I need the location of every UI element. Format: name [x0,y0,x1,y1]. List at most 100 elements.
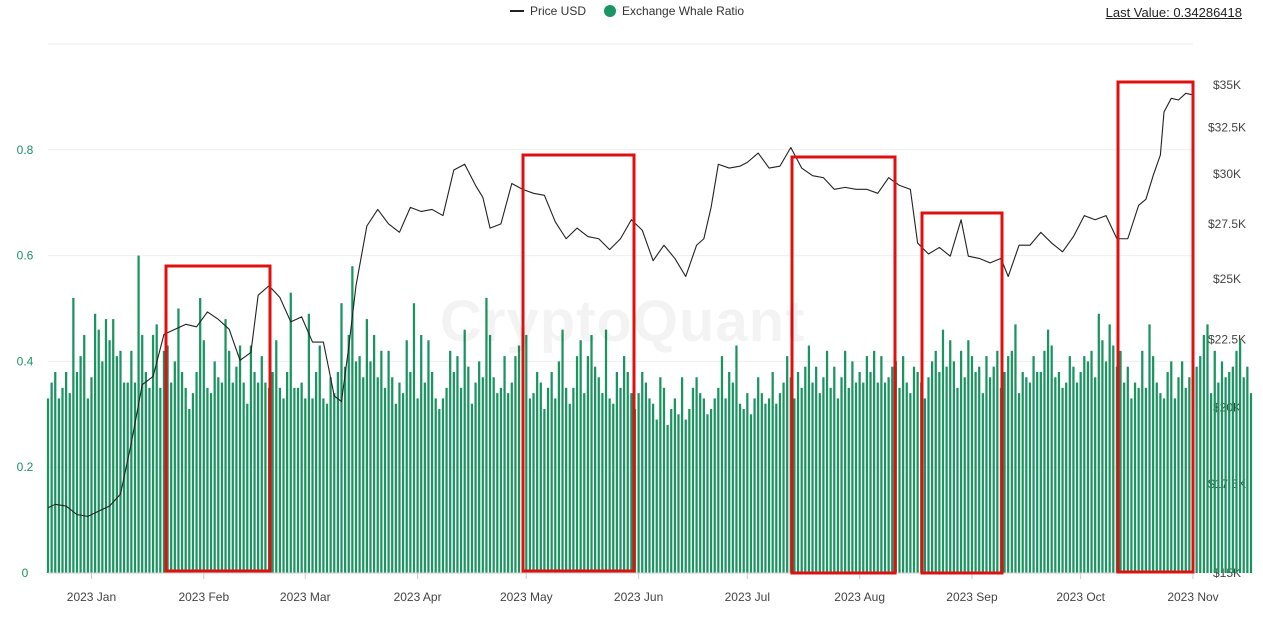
whale-ratio-bar [811,382,814,573]
right-axis-tick-label: $27.5K [1208,217,1246,231]
x-axis-tick-label: 2023 Aug [834,590,885,604]
whale-ratio-bar [503,356,506,573]
whale-ratio-bar [880,356,883,573]
whale-ratio-bar [398,382,401,573]
whale-ratio-bar [724,398,727,573]
whale-ratio-bar [854,382,858,573]
whale-ratio-bar [876,382,879,573]
legend-item-price[interactable]: Price USD [510,4,586,18]
whale-ratio-bar [93,313,97,573]
whale-ratio-bar [902,356,905,573]
whale-ratio-bar [162,350,166,573]
whale-ratio-bar [619,387,622,573]
whale-ratio-bar [858,371,861,573]
whale-ratio-bar [438,409,441,573]
whale-ratio-bar [394,403,397,573]
whale-ratio-bar [753,398,756,573]
whale-ratio-bar [1206,324,1209,573]
whale-ratio-bar [271,371,274,573]
whale-ratio-bar [322,398,325,573]
whale-ratio-bar [532,393,535,573]
whale-ratio-bar [275,340,278,573]
whale-ratio-bar [945,366,948,573]
whale-ratio-bar [1065,382,1068,573]
right-axis-tick-label: $32.5K [1208,121,1246,135]
whale-ratio-bar [1246,366,1249,573]
whale-ratio-bar [1166,371,1169,573]
x-axis-tick-label: 2023 Sep [946,590,998,604]
whale-ratio-bar [1181,361,1184,573]
whale-ratio-bar [760,393,763,573]
whale-ratio-bar [115,356,118,573]
whale-ratio-bar [372,334,376,573]
whale-ratio-bar [905,382,908,573]
whale-ratio-bar [927,377,930,573]
whale-ratio-bar [108,340,111,573]
whale-ratio-bar [949,340,952,573]
whale-ratio-bar [344,366,347,573]
whale-ratio-bar [1195,366,1198,573]
whale-ratio-bar [97,329,100,573]
whale-ratio-bar [829,387,832,573]
whale-ratio-bar [351,266,354,573]
whale-ratio-bar [746,393,749,573]
whale-ratio-bar [202,340,205,573]
x-axis-tick-label: 2023 Nov [1167,590,1218,604]
whale-ratio-bar [1083,356,1086,573]
whale-ratio-bar [554,398,557,573]
whale-ratio-bar [550,371,553,573]
legend-item-whale-ratio[interactable]: Exchange Whale Ratio [604,4,744,18]
whale-ratio-bar [1072,366,1075,573]
whale-ratio-bar [1184,387,1187,573]
whale-ratio-bar [699,393,702,573]
whale-ratio-bar [257,382,260,573]
whale-ratio-bar [720,356,724,573]
whale-ratio-bar [445,387,448,573]
whale-ratio-bar [1209,393,1213,573]
whale-ratio-bar [420,334,423,573]
whale-ratio-bar [575,356,579,573]
whale-ratio-bar [119,350,122,573]
x-axis-tick-label: 2023 Jan [67,590,116,604]
whale-ratio-bar [405,340,408,573]
whale-ratio-bar [1220,361,1224,573]
whale-ratio-bar [1086,361,1090,573]
whale-ratio-bar [474,382,477,573]
whale-ratio-bar [463,329,466,573]
whale-ratio-bar [771,371,774,573]
whale-ratio-bar [191,393,195,573]
whale-ratio-bar [1097,313,1100,573]
whale-ratio-bar [459,387,463,573]
whale-ratio-bar [941,329,945,573]
x-axis-tick-label: 2023 Apr [394,590,442,604]
whale-ratio-bar [130,350,133,573]
whale-ratio-bar [825,350,829,573]
whale-ratio-bar [670,409,673,573]
legend-label-price: Price USD [530,4,587,18]
whale-ratio-bar [289,292,292,573]
whale-ratio-bar [235,366,238,573]
whale-ratio-bar [1054,377,1057,573]
chart-legend: Price USD Exchange Whale Ratio [510,4,744,18]
whale-ratio-bar [1231,366,1234,573]
highlight-box [920,211,1004,575]
whale-ratio-bar [1068,356,1071,573]
whale-ratio-bar [844,350,847,573]
whale-ratio-bar [1075,382,1079,573]
whale-ratio-bar [336,371,339,573]
whale-ratio-bar [1046,329,1050,573]
whale-ratio-bar [90,377,93,573]
whale-ratio-bar [391,377,394,573]
whale-ratio-bar [1133,382,1137,573]
whale-ratio-bar [315,371,318,573]
whale-ratio-bar [260,356,263,573]
whale-ratio-bar [706,414,709,573]
whale-ratio-bar [970,356,974,573]
whale-ratio-bar [764,403,767,573]
right-axis-tick-label: $35K [1213,78,1241,92]
whale-ratio-bar [579,340,582,573]
x-axis-tick-label: 2023 Jul [725,590,770,604]
whale-ratio-bar [282,398,285,573]
whale-ratio-bar [818,393,821,573]
highlight-box [521,153,636,573]
